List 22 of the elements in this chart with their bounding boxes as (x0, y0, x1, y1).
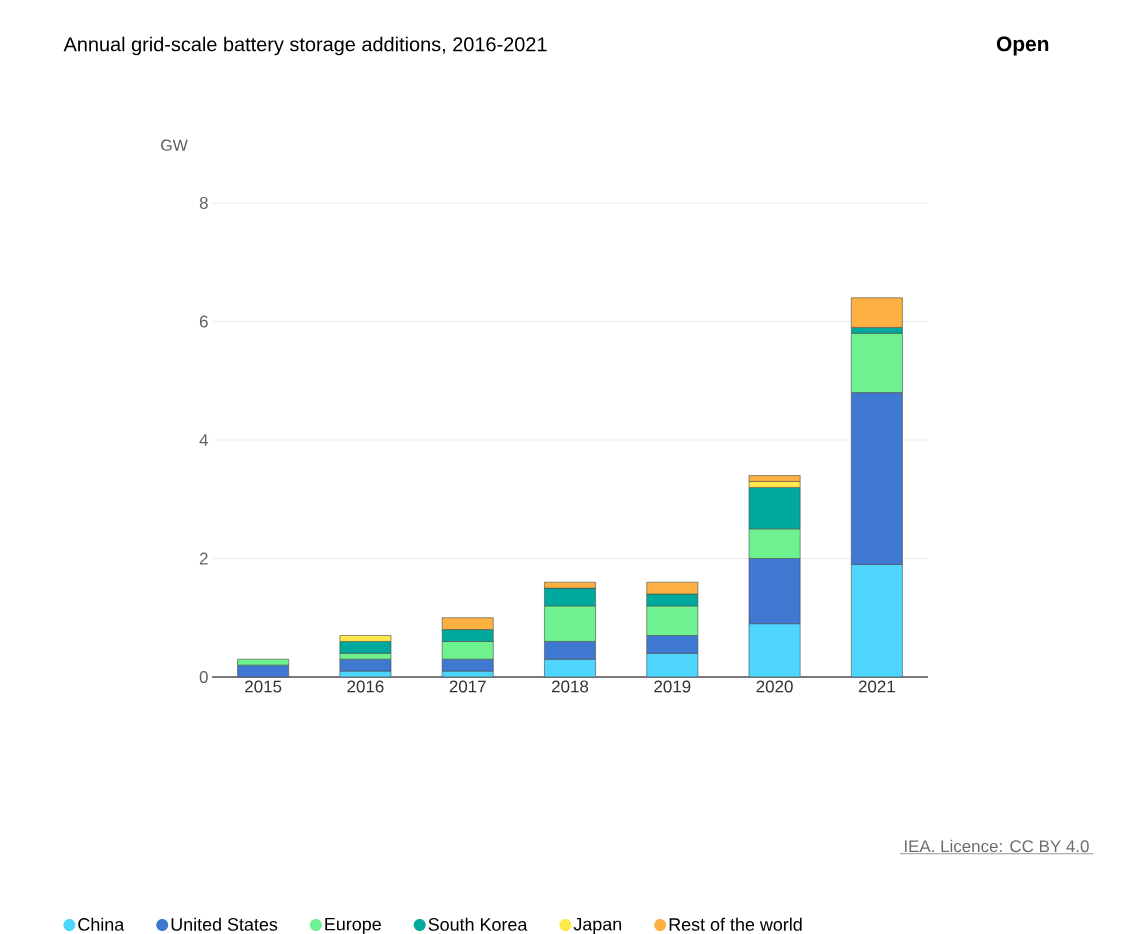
legend-label: Japan (573, 917, 622, 934)
y-tick-label: 8 (199, 196, 208, 209)
x-tick-label: 2019 (654, 680, 691, 693)
legend-label: United States (171, 917, 278, 931)
y-tick-label: 2 (199, 552, 208, 565)
x-tick-label: 2016 (347, 680, 384, 693)
legend-label: Europe (325, 917, 381, 934)
y-axis-title: GW (161, 139, 188, 151)
text: Open (996, 36, 1049, 56)
legend-label: South Korea (428, 917, 528, 931)
x-tick-label: 2018 (552, 680, 589, 693)
chart-title: Annual grid-scale battery storage additions, 2016-2021 (63, 36, 547, 56)
x-tick-label: 2021 (858, 680, 895, 693)
y-tick-label: 0 (199, 670, 208, 683)
x-tick-label: 2015 (245, 680, 282, 693)
y-tick-label: 6 (199, 315, 208, 328)
x-tick-label: 2020 (756, 680, 793, 693)
legend-label: China (78, 917, 125, 931)
legend-label: Rest of the world (669, 917, 802, 931)
x-tick-label: 2017 (449, 680, 486, 693)
y-tick-label: 4 (199, 434, 208, 446)
text: IEA. Licence: CC BY 4.0 (904, 839, 1089, 853)
